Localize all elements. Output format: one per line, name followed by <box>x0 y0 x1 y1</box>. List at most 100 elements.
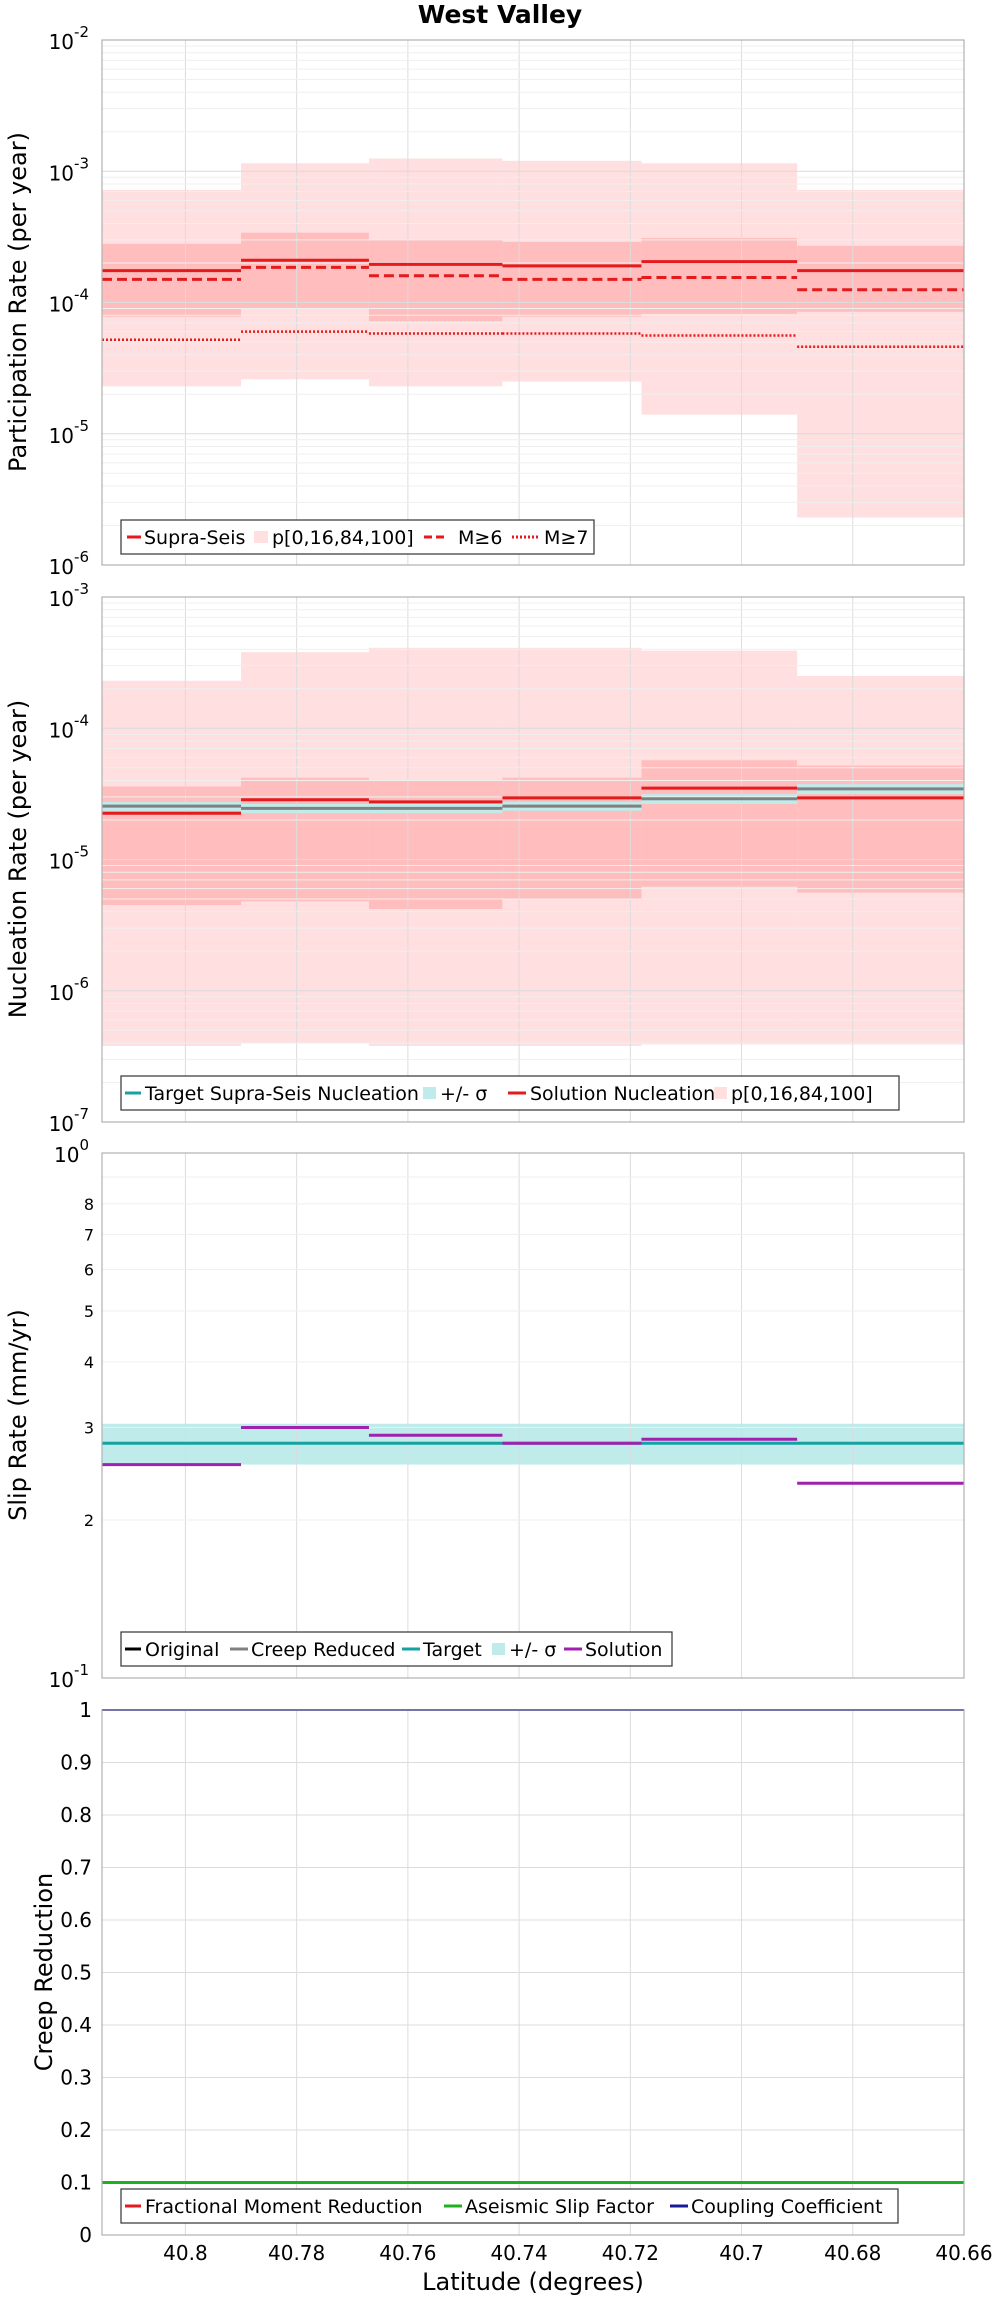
participation-bands <box>102 158 964 518</box>
legend-label-nucleation-percentiles: p[0,16,84,100] <box>731 1083 873 1105</box>
y-minor-tick-label: 4 <box>84 1353 94 1372</box>
nucleation-rate-panel: 10-7 10-6 10-5 10-4 10-3 Nucleation Rate (pe… <box>4 580 965 1136</box>
legend-swatch-slip-sigma <box>492 1643 505 1655</box>
nucleation-y-ticks: 10-7 10-6 10-5 10-4 10-3 <box>49 580 89 1136</box>
participation-p16-p84-band <box>368 239 503 322</box>
participation-grid <box>102 39 965 566</box>
y-tick-label: 10-6 <box>49 548 89 579</box>
nucleation-p16-p84-band <box>641 760 798 887</box>
legend-label-slip-sigma: +/- σ <box>509 1639 556 1661</box>
y-tick-label: 0.4 <box>60 2013 92 2037</box>
x-tick-label: 40.76 <box>379 2241 436 2265</box>
y-tick-label: 10-4 <box>49 711 89 742</box>
creep-reduction-panel: 0 0.1 0.2 0.3 0.4 0.5 0.6 0.7 0.8 0.9 1 Creep Redu… <box>30 1698 965 2247</box>
slip-rate-grid <box>102 1152 965 1679</box>
legend-label-aseismic: Aseismic Slip Factor <box>465 2196 654 2218</box>
legend-swatch-percentile-band <box>254 531 268 543</box>
creep-reduction-legend-box <box>120 2188 899 2224</box>
legend-label-original: Original <box>145 1639 219 1661</box>
y-tick-label: 10-6 <box>49 974 89 1005</box>
legend-label-m7: M≥7 <box>544 527 588 549</box>
y-tick-label: 10-3 <box>49 154 89 185</box>
nucleation-bands <box>102 647 964 1046</box>
participation-frame <box>101 39 965 566</box>
x-tick-label: 40.78 <box>268 2241 325 2265</box>
y-minor-tick-label: 5 <box>84 1302 94 1321</box>
legend-label-fractional-moment: Fractional Moment Reduction <box>145 2196 423 2218</box>
participation-p0-p100-band <box>797 189 964 518</box>
y-tick-label: 0.5 <box>60 1961 92 1985</box>
y-tick-label: 0.3 <box>60 2066 92 2090</box>
x-tick-label: 40.72 <box>602 2241 659 2265</box>
slip-rate-y-ticks: 10-1 100 2 3 4 5 6 7 8 <box>49 1136 94 1692</box>
nucleation-legend: Target Supra-Seis Nucleation +/- σ Solut… <box>120 1075 900 1111</box>
creep-reduction-legend: Fractional Moment Reduction Aseismic Sli… <box>120 2188 899 2224</box>
legend-label-creep-reduced: Creep Reduced <box>251 1639 395 1661</box>
x-tick-label: 40.66 <box>935 2241 992 2265</box>
y-tick-label: 10-5 <box>49 843 89 874</box>
x-axis-ticks: 40.8 40.78 40.76 40.74 40.72 40.7 40.68 40.66 <box>163 2241 992 2265</box>
y-tick-label: 0.1 <box>60 2171 92 2195</box>
y-tick-label: 0.7 <box>60 1856 92 1880</box>
slip-rate-y-label: Slip Rate (mm/yr) <box>4 1309 32 1521</box>
nucleation-p16-p84-band <box>241 777 369 902</box>
legend-swatch-nucleation-percentiles <box>714 1087 727 1099</box>
legend-label-m6: M≥6 <box>458 527 502 549</box>
participation-y-label: Participation Rate (per year) <box>4 132 32 472</box>
creep-reduction-grid <box>102 1709 965 2236</box>
y-minor-tick-label: 6 <box>84 1260 94 1279</box>
legend-swatch-nucleation-sigma <box>423 1087 436 1099</box>
creep-reduction-frame <box>101 1709 965 2236</box>
y-tick-label: 10-3 <box>49 580 89 611</box>
participation-rate-panel: 10-6 10-5 10-4 10-3 10-2 Participation Rate … <box>4 23 965 579</box>
participation-legend: Supra-Seis p[0,16,84,100] M≥6 M≥7 <box>120 519 595 555</box>
creep-reduction-lines <box>102 1709 964 2184</box>
slip-rate-panel: 10-1 100 2 3 4 5 6 7 8 Slip Rate (mm/yr) Origina… <box>4 1136 965 1692</box>
legend-label-coupling: Coupling Coefficient <box>691 2196 883 2218</box>
y-tick-label: 10-7 <box>49 1105 89 1136</box>
slip-rate-legend: Original Creep Reduced Target +/- σ Solu… <box>120 1631 673 1667</box>
x-tick-label: 40.8 <box>163 2241 208 2265</box>
nucleation-p16-p84-band <box>502 777 642 900</box>
y-minor-tick-label: 8 <box>84 1195 94 1214</box>
y-tick-label: 0.2 <box>60 2118 92 2142</box>
slip-rate-frame <box>101 1152 965 1679</box>
y-minor-tick-label: 3 <box>84 1419 94 1438</box>
x-tick-label: 40.68 <box>824 2241 881 2265</box>
y-tick-label: 0.6 <box>60 1908 92 1932</box>
legend-label-solution-nucleation: Solution Nucleation <box>530 1083 715 1105</box>
legend-label-supra-seis: Supra-Seis <box>144 527 245 549</box>
creep-reduction-y-label: Creep Reduction <box>30 1873 58 2071</box>
y-tick-label: 100 <box>54 1136 89 1167</box>
nucleation-frame <box>101 596 965 1123</box>
participation-p16-p84-band <box>641 238 798 314</box>
y-tick-label: 0 <box>79 2223 92 2247</box>
nucleation-p16-p84-band <box>368 780 503 909</box>
x-axis-label: Latitude (degrees) <box>422 2268 644 2296</box>
y-minor-tick-label: 2 <box>84 1511 94 1530</box>
participation-y-ticks: 10-6 10-5 10-4 10-3 10-2 <box>49 23 89 579</box>
y-tick-label: 0.9 <box>60 1751 92 1775</box>
participation-legend-box <box>120 519 595 555</box>
y-minor-tick-label: 7 <box>84 1225 94 1244</box>
participation-lines <box>102 258 964 349</box>
figure-title: West Valley <box>418 0 582 29</box>
y-tick-label: 10-5 <box>49 417 89 448</box>
nucleation-lines <box>102 786 964 815</box>
y-tick-label: 1 <box>79 1698 92 1722</box>
x-tick-label: 40.7 <box>719 2241 764 2265</box>
participation-p16-p84-band <box>241 232 369 309</box>
legend-label-percentile-band: p[0,16,84,100] <box>272 527 414 549</box>
legend-label-nucleation-sigma: +/- σ <box>440 1083 487 1105</box>
legend-label-target: Target <box>422 1639 482 1661</box>
y-tick-label: 10-4 <box>49 286 89 317</box>
participation-p16-p84-band <box>797 245 964 312</box>
x-tick-label: 40.74 <box>490 2241 547 2265</box>
legend-label-solution: Solution <box>585 1639 662 1661</box>
creep-reduction-y-ticks: 0 0.1 0.2 0.3 0.4 0.5 0.6 0.7 0.8 0.9 1 <box>60 1698 92 2247</box>
nucleation-y-label: Nucleation Rate (per year) <box>4 700 32 1019</box>
slip-rate-lines <box>102 1426 964 1485</box>
legend-label-target-nucleation: Target Supra-Seis Nucleation <box>144 1083 419 1105</box>
y-tick-label: 0.8 <box>60 1803 92 1827</box>
